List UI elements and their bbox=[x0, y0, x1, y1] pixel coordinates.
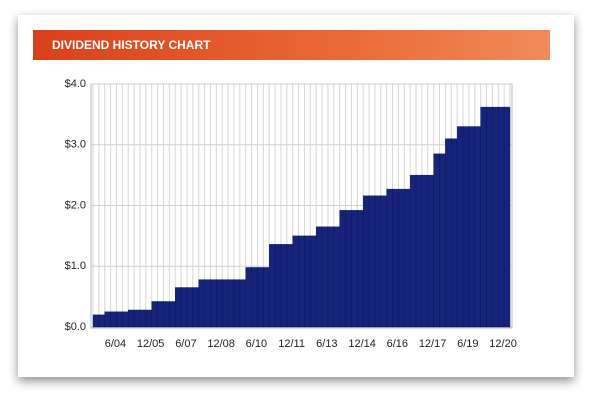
bar bbox=[315, 226, 323, 328]
bar bbox=[280, 244, 288, 328]
bar bbox=[192, 287, 199, 328]
bar bbox=[357, 210, 364, 328]
bar bbox=[486, 106, 493, 328]
bar bbox=[351, 210, 358, 328]
bar bbox=[139, 309, 147, 328]
bar bbox=[163, 301, 170, 328]
bar bbox=[427, 174, 434, 328]
x-tick-label: 12/20 bbox=[489, 338, 517, 350]
bar bbox=[439, 153, 446, 328]
y-tick-label: $4.0 bbox=[65, 78, 86, 90]
bar bbox=[451, 138, 458, 328]
header-bar bbox=[33, 30, 550, 60]
bar bbox=[268, 244, 276, 328]
bar bbox=[210, 279, 217, 328]
bar bbox=[345, 210, 352, 328]
bar bbox=[227, 279, 235, 328]
bar bbox=[263, 267, 270, 328]
bar bbox=[492, 106, 499, 328]
bar bbox=[98, 314, 105, 328]
bar bbox=[498, 106, 505, 328]
bar bbox=[462, 126, 470, 328]
bar bbox=[122, 311, 129, 328]
bar bbox=[274, 244, 282, 328]
x-tick-label: 6/19 bbox=[457, 338, 478, 350]
y-tick-label: $2.0 bbox=[65, 199, 86, 211]
bar bbox=[310, 235, 317, 328]
bar bbox=[169, 301, 176, 328]
bar bbox=[327, 226, 335, 328]
bar bbox=[304, 235, 311, 328]
bar bbox=[409, 174, 417, 328]
y-tick-label: $3.0 bbox=[65, 139, 86, 151]
bar bbox=[186, 287, 194, 328]
x-tick-label: 12/14 bbox=[348, 338, 376, 350]
bar bbox=[104, 311, 111, 328]
bar bbox=[374, 195, 381, 328]
bar bbox=[456, 126, 464, 328]
bar bbox=[368, 195, 376, 328]
bar bbox=[474, 126, 481, 328]
bar bbox=[157, 301, 164, 328]
bar bbox=[222, 279, 229, 328]
bar bbox=[398, 188, 405, 328]
bar bbox=[292, 235, 299, 328]
bar bbox=[116, 311, 123, 328]
bar bbox=[216, 279, 223, 328]
bar bbox=[110, 311, 117, 328]
bar bbox=[286, 244, 293, 328]
bar bbox=[92, 314, 100, 328]
y-tick-label: $0.0 bbox=[65, 321, 86, 333]
bar bbox=[392, 188, 399, 328]
bar bbox=[128, 309, 135, 328]
bar bbox=[404, 188, 411, 328]
bar bbox=[415, 174, 423, 328]
bar bbox=[321, 226, 329, 328]
bar bbox=[503, 106, 511, 328]
bar bbox=[251, 267, 258, 328]
x-tick-label: 6/04 bbox=[105, 338, 126, 350]
bar bbox=[468, 126, 475, 328]
bar bbox=[386, 188, 393, 328]
bar bbox=[333, 226, 340, 328]
x-tick-label: 6/10 bbox=[246, 338, 267, 350]
bar bbox=[380, 195, 387, 328]
bar bbox=[339, 210, 346, 328]
bar bbox=[198, 279, 205, 328]
bar bbox=[145, 309, 152, 328]
x-tick-label: 12/05 bbox=[137, 338, 165, 350]
bar bbox=[245, 267, 252, 328]
bar bbox=[298, 235, 305, 328]
x-tick-label: 12/17 bbox=[419, 338, 447, 350]
bar bbox=[257, 267, 264, 328]
x-tick-label: 12/08 bbox=[207, 338, 235, 350]
bar bbox=[204, 279, 211, 328]
bar bbox=[175, 287, 182, 328]
bar bbox=[421, 174, 428, 328]
x-tick-label: 12/11 bbox=[278, 338, 305, 350]
bar bbox=[180, 287, 188, 328]
bar bbox=[239, 279, 246, 328]
x-tick-label: 6/13 bbox=[316, 338, 337, 350]
bar bbox=[133, 309, 141, 328]
bar bbox=[233, 279, 241, 328]
bar bbox=[433, 153, 440, 328]
x-tick-label: 6/07 bbox=[175, 338, 196, 350]
bar bbox=[362, 195, 370, 328]
bar bbox=[445, 138, 452, 328]
x-tick-label: 6/16 bbox=[387, 338, 408, 350]
chart-title: DIVIDEND HISTORY CHART bbox=[52, 38, 211, 52]
y-tick-label: $1.0 bbox=[65, 260, 86, 272]
bar bbox=[151, 301, 158, 328]
bar bbox=[480, 106, 487, 328]
